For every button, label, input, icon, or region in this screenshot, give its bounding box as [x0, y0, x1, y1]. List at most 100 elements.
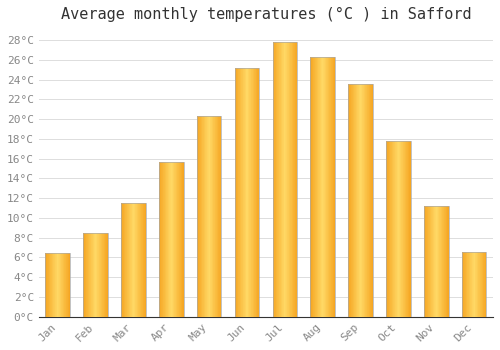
Bar — [244, 68, 245, 317]
Bar — [442, 206, 443, 317]
Bar — [170, 162, 172, 317]
Bar — [106, 233, 108, 317]
Bar — [68, 253, 69, 317]
Bar — [368, 84, 369, 317]
Bar — [103, 233, 104, 317]
Bar — [180, 162, 181, 317]
Bar — [275, 42, 276, 317]
Bar — [314, 57, 315, 317]
Title: Average monthly temperatures (°C ) in Safford: Average monthly temperatures (°C ) in Sa… — [60, 7, 471, 22]
Bar — [319, 57, 320, 317]
Bar — [410, 141, 411, 317]
Bar — [445, 206, 446, 317]
Bar — [468, 252, 469, 317]
Bar — [326, 57, 327, 317]
Bar — [470, 252, 471, 317]
Bar — [401, 141, 402, 317]
Bar — [406, 141, 407, 317]
Bar — [285, 42, 286, 317]
Bar — [100, 233, 101, 317]
Bar — [65, 253, 66, 317]
Bar — [386, 141, 388, 317]
Bar — [392, 141, 393, 317]
Bar — [258, 68, 260, 317]
Bar — [366, 84, 368, 317]
Bar — [473, 252, 474, 317]
Bar — [140, 203, 141, 317]
Bar — [311, 57, 312, 317]
Bar — [247, 68, 248, 317]
Bar — [314, 57, 316, 317]
Bar — [124, 203, 125, 317]
Bar — [256, 68, 257, 317]
Bar — [209, 116, 210, 317]
Bar — [253, 68, 254, 317]
Bar — [204, 116, 205, 317]
Bar — [128, 203, 129, 317]
Bar — [248, 68, 249, 317]
Bar — [443, 206, 444, 317]
Bar — [408, 141, 409, 317]
Bar — [214, 116, 216, 317]
Bar — [438, 206, 440, 317]
Bar — [396, 141, 397, 317]
Bar — [485, 252, 486, 317]
Bar — [391, 141, 392, 317]
Bar — [436, 206, 437, 317]
Bar — [144, 203, 145, 317]
Bar — [123, 203, 124, 317]
Bar — [98, 233, 100, 317]
Bar — [238, 68, 239, 317]
Bar — [369, 84, 370, 317]
Bar — [181, 162, 182, 317]
Bar — [122, 203, 123, 317]
Bar — [354, 84, 355, 317]
Bar — [330, 57, 332, 317]
Bar — [166, 162, 167, 317]
Bar — [469, 252, 470, 317]
Bar — [236, 68, 237, 317]
Bar — [426, 206, 427, 317]
Bar — [281, 42, 282, 317]
Bar — [67, 253, 68, 317]
Bar — [202, 116, 203, 317]
Bar — [290, 42, 291, 317]
Bar — [356, 84, 357, 317]
Bar — [46, 253, 70, 317]
Bar — [348, 84, 349, 317]
Bar — [294, 42, 296, 317]
Bar — [54, 253, 56, 317]
Bar — [312, 57, 313, 317]
Bar — [482, 252, 484, 317]
Bar — [332, 57, 333, 317]
Bar — [324, 57, 325, 317]
Bar — [292, 42, 293, 317]
Bar — [349, 84, 350, 317]
Bar — [46, 253, 48, 317]
Bar — [364, 84, 365, 317]
Bar — [51, 253, 52, 317]
Bar — [474, 252, 476, 317]
Bar — [61, 253, 62, 317]
Bar — [168, 162, 169, 317]
Bar — [136, 203, 137, 317]
Bar — [310, 57, 311, 317]
Bar — [121, 203, 122, 317]
Bar — [430, 206, 432, 317]
Bar — [317, 57, 318, 317]
Bar — [211, 116, 212, 317]
Bar — [353, 84, 354, 317]
Bar — [399, 141, 400, 317]
Bar — [254, 68, 255, 317]
Bar — [240, 68, 241, 317]
Bar — [242, 68, 244, 317]
Bar — [66, 253, 67, 317]
Bar — [208, 116, 209, 317]
Bar — [95, 233, 96, 317]
Bar — [89, 233, 90, 317]
Bar — [320, 57, 321, 317]
Bar — [219, 116, 220, 317]
Bar — [278, 42, 280, 317]
Bar — [280, 42, 281, 317]
Bar — [49, 253, 50, 317]
